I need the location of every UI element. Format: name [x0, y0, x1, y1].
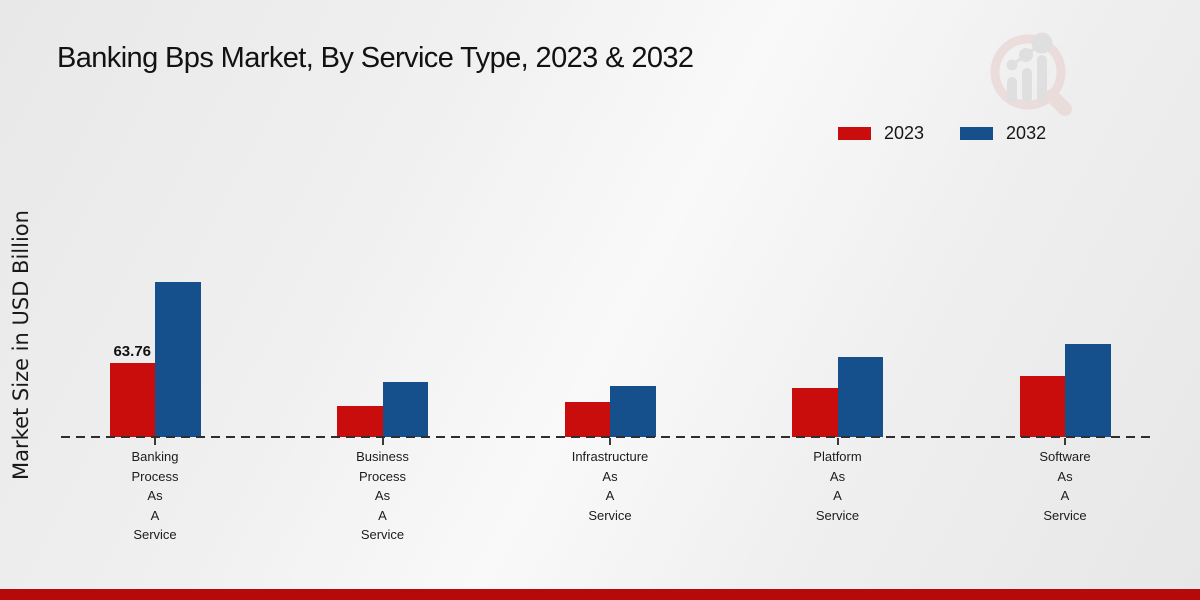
- category-label-line: As: [602, 468, 618, 484]
- legend-swatch-2032: [960, 127, 994, 140]
- x-axis-tick: [1064, 438, 1066, 445]
- bar-2023-infrastructure-as-a-service: [564, 401, 610, 437]
- category-label-line: As: [374, 488, 391, 503]
- bar-2032-platform-as-a-service: [837, 357, 883, 437]
- bar-2032-banking-process-as-a-service: [155, 281, 201, 437]
- x-axis-tick: [381, 438, 384, 445]
- bar-2032-software-as-a-service: [1065, 344, 1111, 437]
- category-label: Infrastructure As A Service: [510, 447, 710, 525]
- category-label: Platform As A Service: [738, 447, 938, 525]
- category-label-line: As: [1057, 468, 1073, 484]
- category-label-line: Service: [360, 527, 405, 542]
- x-axis-tick: [609, 438, 611, 445]
- bar-2023-software-as-a-service: [1019, 375, 1065, 437]
- category-label-line: Process: [131, 468, 179, 484]
- category-label-line: As: [147, 488, 163, 503]
- category-label-line: Software: [1039, 449, 1091, 464]
- chart-title: Banking Bps Market, By Service Type, 202…: [57, 42, 694, 74]
- category-label-line: Business: [356, 449, 409, 464]
- legend-label: 2032: [1006, 123, 1047, 143]
- category-label-line: Service: [133, 527, 177, 542]
- category-label: Business Process As A Service: [283, 447, 483, 545]
- category-label-line: A: [150, 507, 160, 523]
- category-label-line: Process: [359, 468, 406, 484]
- footer-accent-bar: [0, 589, 1200, 600]
- category-label-line: A: [605, 488, 615, 503]
- category-label-line: Banking: [131, 449, 179, 464]
- legend-label: 2023: [884, 123, 925, 143]
- legend-item-2032: 2032: [960, 123, 1046, 144]
- category-label: Banking Process As A Service: [55, 447, 255, 545]
- category-label-line: As: [829, 468, 846, 484]
- category-label: Software As A Service: [965, 447, 1165, 525]
- category-label-line: A: [833, 488, 842, 503]
- legend: 2023 2032: [838, 123, 1046, 144]
- category-label-line: Infrastructure: [571, 449, 649, 464]
- category-label-line: Service: [588, 507, 632, 523]
- category-label-line: A: [378, 507, 387, 523]
- bar-2032-infrastructure-as-a-service: [610, 385, 656, 437]
- x-axis-tick: [154, 438, 156, 445]
- category-label-line: A: [1060, 488, 1070, 503]
- magnifier-bar-chart-watermark-icon: [990, 32, 1072, 116]
- category-label-line: Service: [815, 507, 860, 523]
- x-axis-tick: [836, 438, 839, 445]
- x-axis-dashed-baseline: [61, 436, 1156, 438]
- legend-swatch-2023: [838, 127, 871, 140]
- bar-value-label: 63.76: [113, 343, 152, 361]
- bar-2023-platform-as-a-service: [792, 388, 838, 437]
- category-label-line: Service: [1043, 507, 1087, 523]
- bar-2032-business-process-as-a-service: [382, 381, 428, 437]
- legend-item-2023: 2023: [838, 123, 924, 144]
- category-label-line: Platform: [813, 449, 862, 464]
- bar-2023-banking-process-as-a-service: [109, 363, 155, 437]
- bar-2023-business-process-as-a-service: [337, 405, 383, 437]
